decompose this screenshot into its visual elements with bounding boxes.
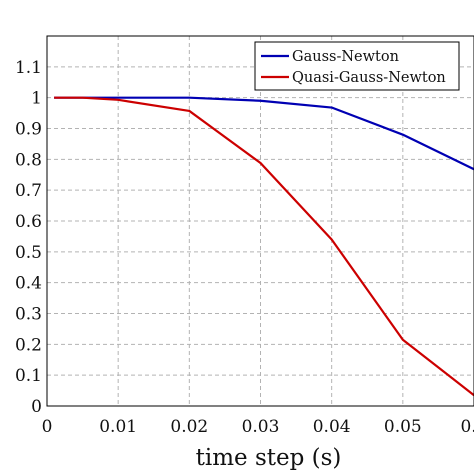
legend-entry-label: Quasi-Gauss-Newton (292, 70, 446, 86)
y-tick-label: 0.4 (15, 274, 42, 294)
y-tick-label: 1.1 (15, 58, 42, 78)
plot-frame (46, 35, 474, 407)
y-tick-label: 0.3 (15, 305, 42, 325)
legend: Gauss-Newton Quasi-Gauss-Newton (254, 41, 460, 91)
legend-entry-label: Gauss-Newton (292, 49, 399, 65)
x-tick-label: 0.04 (313, 417, 351, 437)
x-tick-label: 0.0 (460, 417, 474, 437)
y-tick-label: 0 (31, 397, 42, 417)
legend-box (254, 41, 460, 91)
y-tick-label: 0.8 (15, 150, 42, 170)
series-line-1 (54, 96, 474, 171)
series-line-2 (54, 96, 474, 397)
series-layer (54, 96, 474, 397)
tick-labels: 0 0.01 0.02 0.03 0.04 0.05 0.0 0 0.1 0.2 0.3 0.4 0.5… (15, 58, 474, 437)
x-axis-label: time step (s) (196, 445, 342, 471)
x-tick-label: 0.02 (170, 417, 208, 437)
grid (47, 36, 474, 406)
y-tick-label: 0.1 (15, 366, 42, 386)
x-tick-label: 0.01 (99, 417, 137, 437)
x-tick-label: 0 (42, 417, 53, 437)
y-tick-label: 0.7 (15, 181, 42, 201)
y-tick-label: 0.9 (15, 120, 42, 140)
x-tick-label: 0.03 (242, 417, 280, 437)
x-tick-label: 0.05 (384, 417, 422, 437)
y-tick-label: 0.2 (15, 335, 42, 355)
y-tick-label: 0.6 (15, 212, 42, 232)
y-tick-label: 0.5 (15, 243, 42, 263)
y-tick-label: 1 (31, 89, 42, 109)
